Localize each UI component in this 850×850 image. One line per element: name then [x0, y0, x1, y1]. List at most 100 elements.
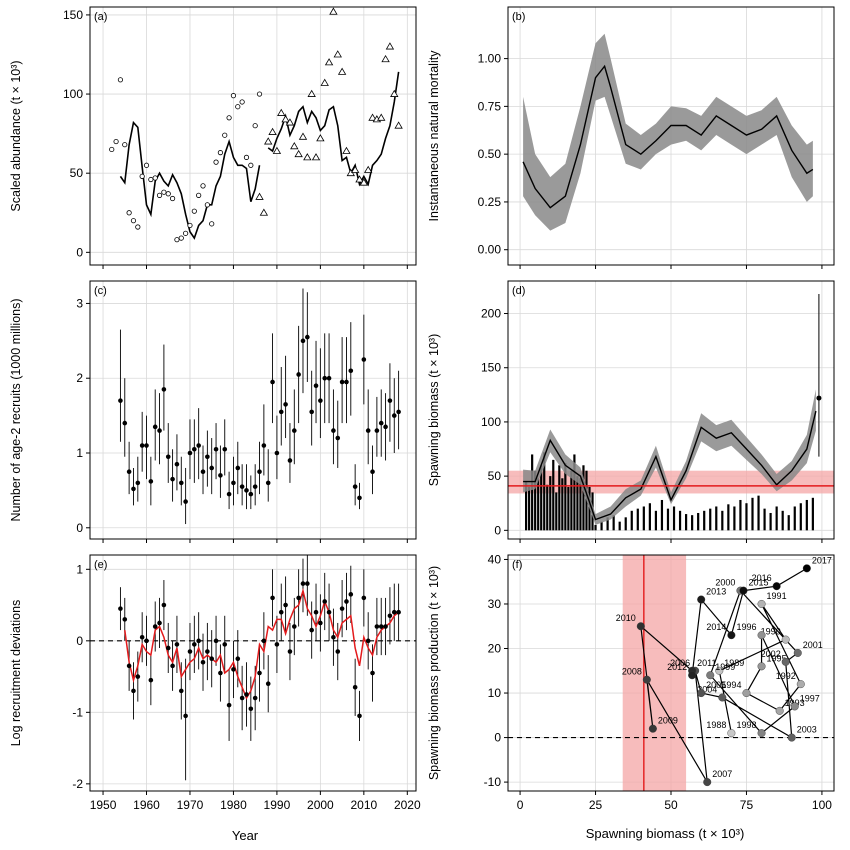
observation-triangle [381, 54, 390, 63]
point-marker [122, 420, 128, 426]
point-marker [270, 379, 275, 385]
year-label: 2009 [658, 716, 678, 726]
observation-triangle [277, 108, 286, 116]
y-tick-label: 0.75 [478, 99, 502, 113]
y-tick-label: -2 [72, 777, 83, 791]
point-marker [265, 480, 271, 486]
point-marker [218, 670, 223, 676]
point-marker [257, 670, 262, 676]
bar [549, 476, 552, 531]
year-label: 1990 [761, 627, 781, 637]
observation-circle [178, 235, 184, 241]
y-tick-label: 0 [494, 731, 501, 745]
point-marker [144, 638, 149, 644]
point-marker [161, 387, 167, 392]
x-tick-label: 1950 [90, 798, 117, 812]
x-tick-label: 0 [517, 798, 524, 812]
observation-triangle [394, 121, 403, 129]
observation-triangle [333, 50, 342, 58]
y-tick-label: -1 [72, 705, 83, 719]
point-marker [231, 667, 236, 672]
trajectory-point [688, 671, 697, 680]
bar [703, 510, 706, 531]
year-label: 1992 [776, 671, 796, 681]
trajectory-point [790, 702, 799, 711]
point-marker [139, 634, 145, 640]
point-marker [335, 435, 341, 441]
panel-tag: (b) [512, 11, 525, 23]
year-label: 1994 [721, 680, 741, 690]
y-tick-label: 2 [76, 371, 83, 385]
x-tick-label: 2000 [307, 798, 334, 812]
point-marker [200, 469, 206, 474]
x-tick-label: 50 [664, 798, 678, 812]
trajectory-point [781, 657, 790, 666]
point-marker [274, 450, 280, 456]
point-marker [148, 677, 154, 683]
observation-circle [122, 142, 128, 148]
point-marker [278, 409, 284, 415]
bar [793, 506, 796, 531]
bar [570, 470, 573, 531]
year-label: 1991 [767, 591, 787, 601]
point-marker [322, 375, 328, 381]
point-marker [165, 645, 171, 651]
y-tick-label: 10 [488, 686, 502, 700]
point-marker [318, 398, 323, 403]
observation-triangle [377, 113, 386, 121]
observation-circle [156, 192, 163, 198]
point-marker [170, 663, 175, 669]
y-tick-label: 1 [76, 562, 83, 576]
observation-circle [209, 221, 215, 227]
year-label: 1997 [800, 693, 820, 703]
panel-4: 0 50 100 150 200 (d) Spawning biomass (t × 10³… [427, 280, 835, 543]
bar [606, 517, 609, 531]
panel-tag: (c) [94, 285, 107, 297]
x-tick-label: 1960 [133, 798, 160, 812]
bar [757, 495, 760, 531]
observation-triangle [264, 137, 273, 145]
trajectory-point [697, 689, 706, 698]
point-marker [192, 642, 197, 647]
red-trend-line [124, 587, 400, 700]
bar [811, 497, 814, 531]
y-axis-label: Instantaneous natural mortality [427, 50, 441, 222]
bar [552, 459, 555, 531]
point-marker [291, 428, 297, 433]
point-marker [296, 595, 301, 601]
point-marker [283, 402, 288, 407]
y-axis-label: Scaled abundance (t × 10³) [9, 60, 23, 211]
trajectory-point [636, 622, 645, 631]
plot-background [90, 7, 416, 265]
point-marker [383, 424, 388, 430]
bar [543, 452, 546, 531]
y-tick-label: 0 [76, 634, 83, 648]
observation-triangle [311, 153, 321, 161]
point-marker [296, 372, 301, 377]
point-marker [374, 428, 380, 433]
panel-tag: (f) [512, 559, 522, 571]
observation-triangle [298, 132, 308, 140]
point-marker [192, 446, 197, 452]
bar [672, 506, 676, 531]
observation-circle [200, 183, 206, 189]
observation-triangle [272, 146, 282, 154]
point-marker [348, 592, 354, 597]
point-marker [309, 627, 314, 633]
point-marker [235, 656, 241, 661]
bar [642, 506, 645, 531]
y-tick-label: 150 [481, 361, 501, 375]
point-marker [174, 642, 180, 647]
bar [715, 506, 718, 531]
y-tick-label: 1.00 [478, 52, 502, 66]
trajectory-point [739, 586, 748, 595]
point-marker [300, 581, 306, 586]
point-marker [370, 469, 375, 474]
observation-circle [126, 210, 132, 216]
point-marker [300, 338, 306, 344]
observation-triangle [363, 165, 373, 173]
point-marker [165, 454, 171, 460]
observation-triangle [259, 208, 269, 216]
bar [525, 481, 528, 531]
point-marker [339, 379, 345, 385]
